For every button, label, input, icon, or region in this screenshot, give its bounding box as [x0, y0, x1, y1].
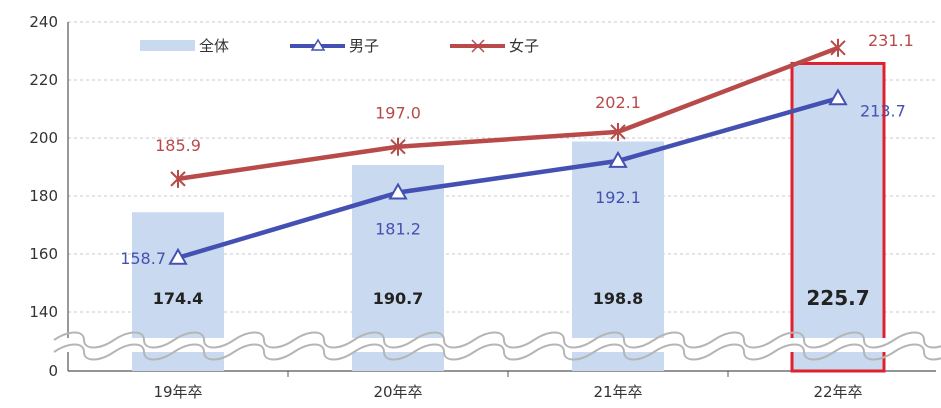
female-value-label: 202.1	[595, 93, 641, 112]
marker-triangle	[388, 182, 408, 200]
legend-label-female: 女子	[509, 37, 539, 55]
female-value-label: 185.9	[155, 136, 201, 155]
axis-break-wave	[53, 331, 941, 349]
x-tick-label: 22年卒	[813, 383, 862, 401]
y-tick-label: 160	[29, 245, 58, 263]
x-tick-label: 21年卒	[593, 383, 642, 401]
bar-value-label: 225.7	[806, 286, 869, 310]
y-tick-label: 220	[29, 71, 58, 89]
female-value-label: 197.0	[375, 104, 421, 123]
legend-swatch-total	[140, 40, 195, 51]
axis-break-wave	[53, 343, 941, 361]
x-tick-label: 20年卒	[373, 383, 422, 401]
male-value-label: 213.7	[860, 101, 906, 120]
highlight-frame	[790, 61, 886, 373]
male-value-label: 192.1	[595, 188, 641, 207]
bar-value-label: 174.4	[153, 289, 204, 308]
legend-label-total: 全体	[199, 37, 229, 55]
bar-value-label: 198.8	[593, 289, 644, 308]
female-value-label: 231.1	[868, 31, 914, 50]
y-tick-label: 0	[48, 362, 58, 380]
y-tick-label: 140	[29, 303, 58, 321]
y-tick-label: 200	[29, 129, 58, 147]
bar-value-label: 190.7	[373, 289, 424, 308]
y-tick-label: 180	[29, 187, 58, 205]
y-tick-label: 240	[29, 13, 58, 31]
legend: 全体 男子 女子	[140, 37, 539, 55]
marker-triangle	[608, 150, 628, 168]
marker-triangle	[168, 247, 188, 265]
x-tick-label: 19年卒	[153, 383, 202, 401]
marker-triangle	[828, 88, 848, 106]
male-value-label: 158.7	[120, 249, 166, 268]
series-line-male	[177, 96, 839, 260]
legend-marker-male	[310, 38, 326, 51]
bar-total	[792, 63, 884, 371]
male-value-label: 181.2	[375, 220, 421, 239]
series-line-female	[177, 45, 839, 182]
bar-total	[572, 141, 664, 371]
legend-marker-female	[471, 39, 485, 53]
legend-label-male: 男子	[349, 37, 379, 55]
